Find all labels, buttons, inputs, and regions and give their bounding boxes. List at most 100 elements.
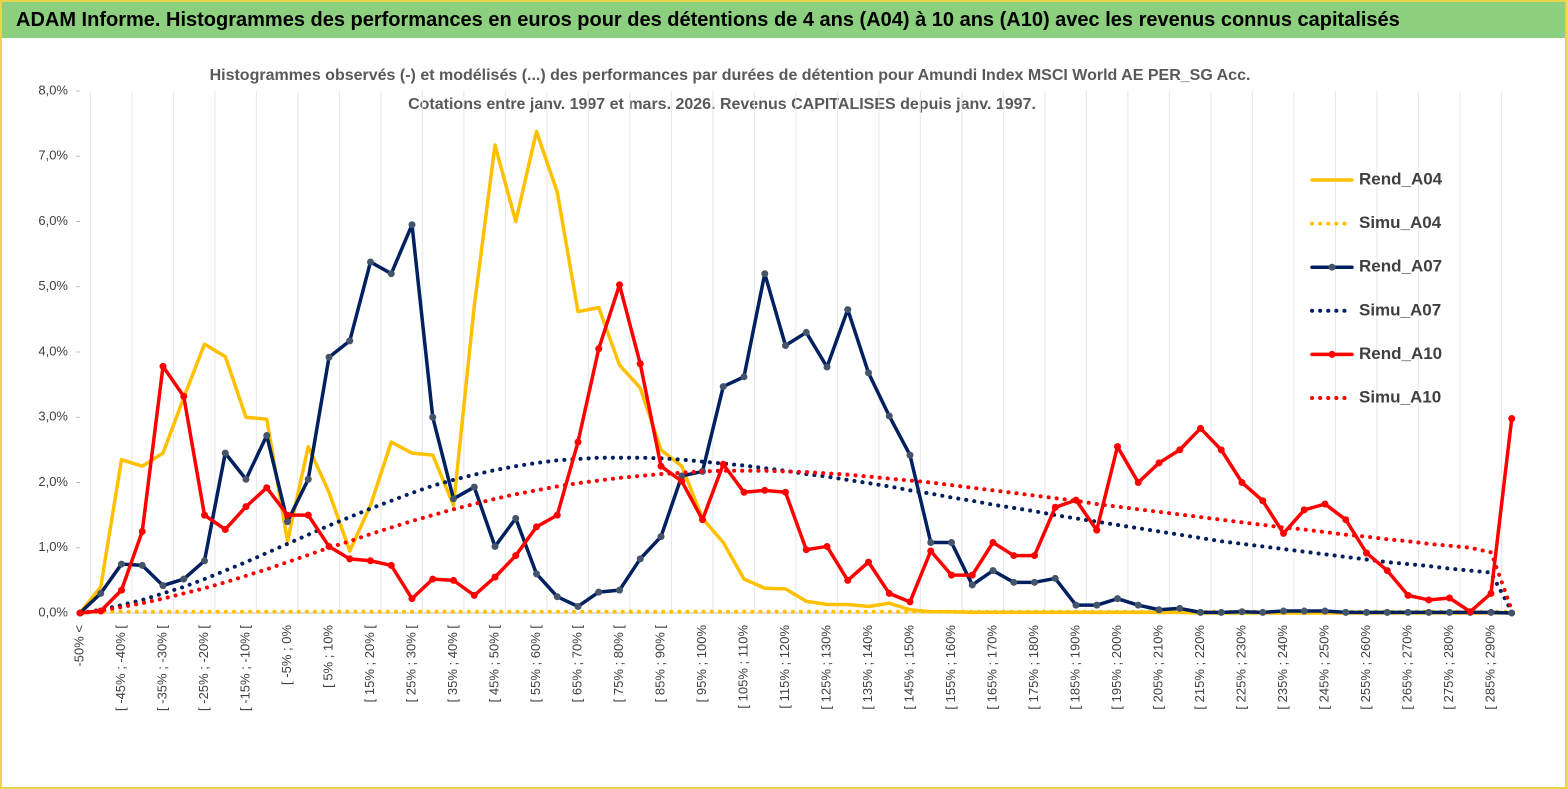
marker [927, 547, 935, 555]
marker [1155, 459, 1163, 467]
marker [512, 514, 520, 522]
marker [1259, 497, 1267, 505]
marker [118, 560, 125, 568]
marker [1197, 608, 1204, 616]
chart-subtitle: Cotations entre janv. 1997 et mars. 2026… [408, 96, 1036, 113]
marker [1404, 591, 1412, 599]
marker [346, 337, 354, 345]
observed-line [78, 283, 1514, 615]
marker [118, 586, 125, 594]
marker [1238, 479, 1246, 486]
legend-label: Simu_A07 [1359, 300, 1441, 319]
marker [491, 542, 499, 550]
observed-line [78, 223, 1514, 615]
x-tick-label: [ 105% ; 110% [735, 625, 750, 709]
marker [1321, 607, 1329, 615]
marker [616, 281, 623, 289]
marker [1508, 415, 1516, 423]
x-tick-label: [ 155% ; 160% [943, 625, 958, 710]
x-tick-label: [ 255% ; 260% [1358, 625, 1373, 710]
marker [553, 593, 561, 601]
marker [1031, 552, 1038, 560]
x-tick-label: [ -35% ; -30% [ [154, 625, 169, 711]
marker [201, 511, 208, 519]
marker [284, 518, 291, 526]
x-tick-label: [ 165% ; 170% [984, 625, 999, 710]
marker [450, 495, 457, 503]
marker [1363, 608, 1370, 616]
marker [948, 539, 955, 547]
marker [968, 581, 976, 589]
marker [1259, 608, 1267, 616]
x-tick-label: [ 135% ; 140% [860, 625, 875, 710]
marker [429, 575, 437, 583]
marker [1217, 608, 1225, 616]
marker [782, 488, 789, 496]
x-tick-label: [ 225% ; 230% [1233, 625, 1248, 710]
marker [657, 533, 665, 541]
marker [201, 557, 208, 565]
marker [263, 484, 271, 492]
marker [221, 449, 229, 457]
x-tick-label: [ 25% ; 30% [ [403, 625, 418, 703]
x-tick-label: [ 35% ; 40% [ [445, 625, 460, 703]
header: ADAM Informe. Histogrammes des performan… [2, 2, 1565, 38]
legend-label: Rend_A10 [1359, 344, 1442, 363]
marker [844, 576, 852, 584]
x-tick-label: [ 145% ; 150% [901, 625, 916, 710]
x-tick-label: [ -45% ; -40% [ [113, 625, 128, 711]
marker [304, 511, 312, 519]
marker [450, 576, 457, 584]
marker [885, 589, 893, 597]
marker [387, 561, 395, 569]
x-tick-label: [ 55% ; 60% [ [528, 625, 543, 703]
marker [367, 557, 374, 565]
y-tick-label: 0,0% [38, 604, 68, 619]
marker [159, 582, 167, 590]
marker [491, 573, 499, 581]
legend-label: Rend_A04 [1359, 169, 1443, 188]
legend-marker [1328, 263, 1336, 271]
marker [1093, 601, 1101, 609]
x-tick-label: [ 215% ; 220% [1192, 625, 1207, 710]
marker [387, 270, 395, 278]
marker [823, 542, 831, 550]
chart: Histogrammes observés (-) et modélisés (… [38, 67, 1516, 711]
marker [989, 567, 997, 575]
marker [1093, 526, 1101, 534]
marker [948, 571, 955, 579]
marker [1176, 604, 1184, 612]
marker [1051, 503, 1059, 511]
marker [740, 373, 748, 381]
marker [470, 483, 478, 491]
marker [1425, 608, 1433, 616]
marker [844, 306, 852, 314]
x-tick-label: [ 45% ; 50% [ [486, 625, 501, 703]
x-tick-label: [ 125% ; 130% [818, 625, 833, 710]
marker [1010, 552, 1018, 560]
marker [574, 602, 582, 610]
y-tick-label: 2,0% [38, 474, 68, 489]
marker [1280, 529, 1287, 537]
x-tick-label: [ 185% ; 190% [1067, 625, 1082, 710]
marker [802, 328, 810, 336]
marker [242, 475, 250, 483]
marker [1363, 549, 1370, 557]
marker [533, 523, 540, 531]
model-line [78, 468, 1514, 615]
marker [1031, 578, 1038, 586]
marker [553, 511, 561, 519]
marker [159, 362, 167, 370]
marker [1342, 608, 1350, 616]
marker [1176, 446, 1184, 454]
marker [1425, 596, 1433, 604]
marker [1155, 606, 1163, 614]
marker [325, 353, 333, 361]
marker [1280, 607, 1287, 615]
marker [1197, 424, 1204, 432]
marker [1051, 574, 1059, 582]
x-tick-label: -50% < [71, 625, 86, 667]
marker [1114, 595, 1121, 603]
marker [1134, 601, 1142, 609]
